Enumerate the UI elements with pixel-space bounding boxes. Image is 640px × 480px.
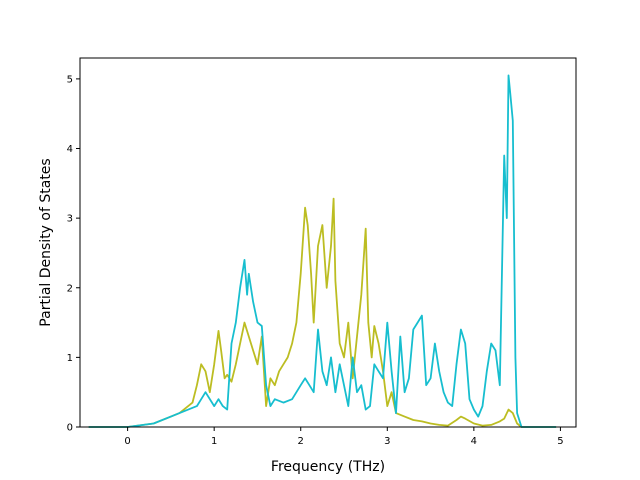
y-ticks: 0 1 2 3 4 5 <box>67 74 80 434</box>
x-tick-label: 5 <box>557 436 563 447</box>
x-tick-label: 2 <box>298 436 304 447</box>
x-tick-label: 0 <box>124 436 130 447</box>
y-tick-label: 5 <box>67 74 73 85</box>
series-layer <box>88 74 557 428</box>
y-axis-label: Partial Density of States <box>38 158 54 326</box>
y-tick-label: 2 <box>67 283 73 294</box>
x-ticks: 0 1 2 3 4 5 <box>124 427 564 447</box>
series-line-1 <box>88 74 557 428</box>
y-tick-label: 4 <box>67 144 73 155</box>
x-axis-label: Frequency (THz) <box>271 459 385 475</box>
series-line-0 <box>88 197 557 428</box>
x-tick-label: 3 <box>384 436 390 447</box>
x-tick-label: 1 <box>211 436 217 447</box>
y-tick-label: 3 <box>67 214 73 225</box>
y-tick-label: 1 <box>67 353 73 364</box>
plot-frame <box>79 57 577 428</box>
y-tick-label: 0 <box>67 423 73 434</box>
x-tick-label: 4 <box>471 436 477 447</box>
